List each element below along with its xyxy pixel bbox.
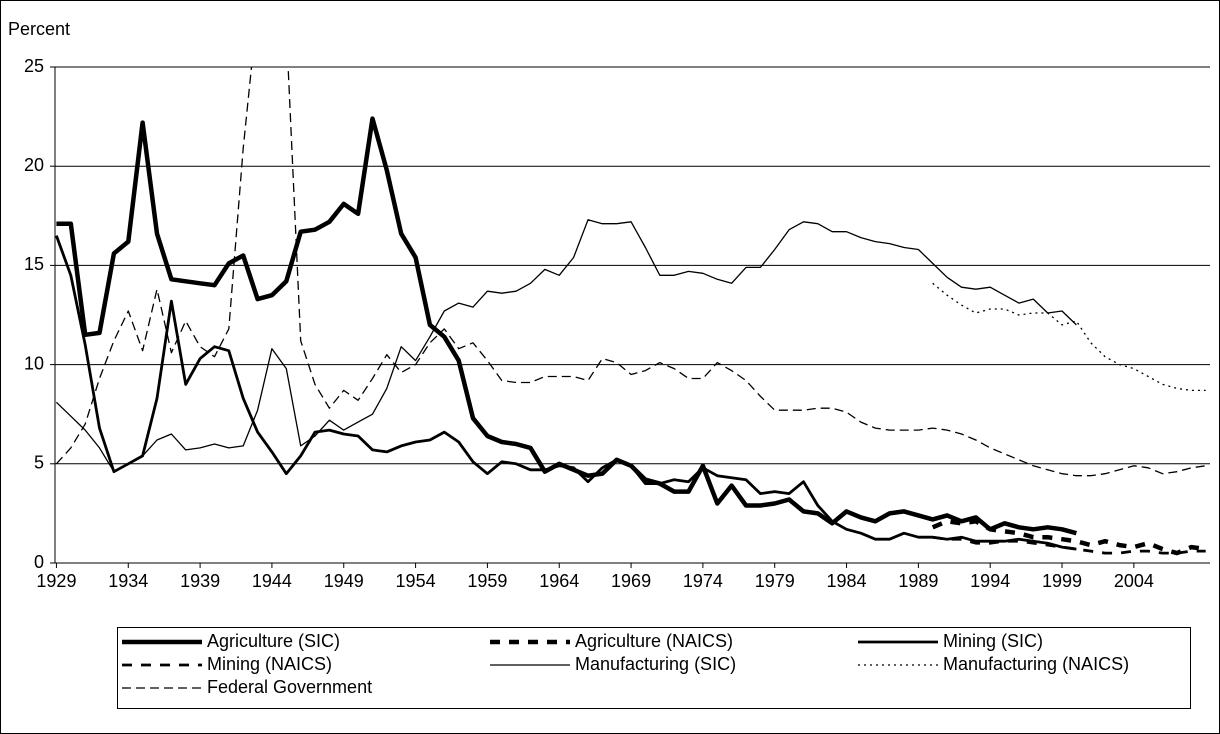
series-line <box>55 235 1077 551</box>
legend-label: Manufacturing (NAICS) <box>943 654 1129 674</box>
y-tick-label: 5 <box>34 453 44 473</box>
y-tick-label: 20 <box>24 155 44 175</box>
plot-lines <box>55 67 1207 556</box>
legend-label: Manufacturing (SIC) <box>575 654 736 674</box>
x-tick-label: 1954 <box>396 571 436 591</box>
legend-label: Federal Government <box>207 677 372 697</box>
x-tick-label: 1929 <box>36 571 76 591</box>
legend-label: Mining (NAICS) <box>207 654 332 674</box>
legend-box <box>117 627 1191 709</box>
x-tick-label: 1999 <box>1042 571 1082 591</box>
x-tick-label: 1939 <box>180 571 220 591</box>
series-line <box>932 535 1206 555</box>
legend-label: Mining (SIC) <box>943 631 1043 651</box>
x-tick-label: 1974 <box>683 571 723 591</box>
x-tick-label: 1984 <box>827 571 867 591</box>
series-line <box>931 519 1207 556</box>
x-tick-label: 1979 <box>755 571 795 591</box>
x-tick-label: 1959 <box>467 571 507 591</box>
y-tick-label: 10 <box>24 353 44 373</box>
x-tick-label: 1994 <box>970 571 1010 591</box>
x-tick-label: 1969 <box>611 571 651 591</box>
series-line <box>55 67 1206 477</box>
legend-label: Agriculture (NAICS) <box>575 631 733 651</box>
series-line <box>55 219 1077 473</box>
y-tick-label: 15 <box>24 254 44 274</box>
y-tick-label: 0 <box>34 552 44 572</box>
x-tick-label: 2004 <box>1114 571 1154 591</box>
x-tick-label: 1989 <box>898 571 938 591</box>
series-line <box>932 282 1206 392</box>
y-tick-label: 25 <box>24 56 44 76</box>
x-tick-label: 1964 <box>539 571 579 591</box>
y-axis-label: Percent <box>8 19 70 39</box>
x-tick-label: 1944 <box>252 571 292 591</box>
legend-label: Agriculture (SIC) <box>207 631 340 651</box>
x-tick-label: 1949 <box>324 571 364 591</box>
x-tick-label: 1934 <box>108 571 148 591</box>
